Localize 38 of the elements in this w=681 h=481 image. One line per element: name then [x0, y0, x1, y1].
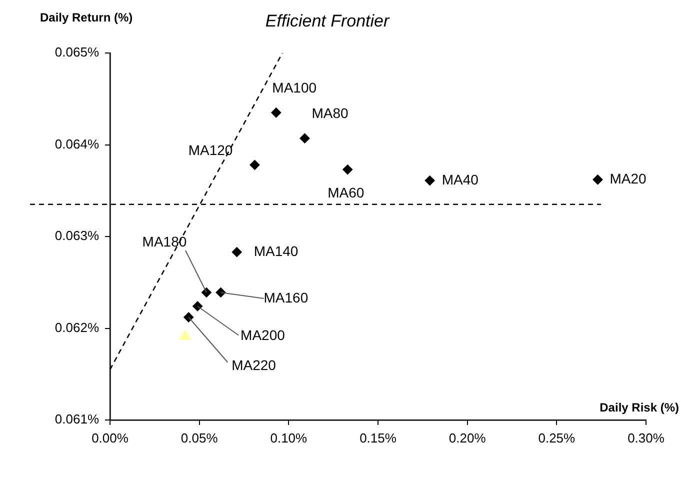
point — [201, 287, 212, 298]
point — [250, 160, 260, 170]
annotation: MA20 — [610, 170, 647, 186]
y-tick-label: 0.061% — [54, 412, 100, 427]
y-tick-label: 0.064% — [54, 136, 100, 152]
x-tick-label: 0.30% — [628, 430, 665, 446]
x-tick-label: 0.25% — [538, 430, 576, 446]
annotation: MA180 — [142, 233, 187, 250]
annotation: MA160 — [264, 289, 308, 306]
point — [192, 301, 203, 312]
x-tick-label: 0.20% — [448, 430, 486, 446]
x-tick-label: 0.00% — [92, 430, 129, 446]
point — [216, 287, 226, 298]
point — [424, 176, 435, 186]
y-tick-label: 0.065% — [54, 44, 100, 60]
x-tick-label: 0.05% — [180, 430, 218, 446]
x-tick-label: 0.10% — [270, 430, 308, 446]
annotation: MA120 — [188, 142, 233, 158]
annotation: MA40 — [442, 171, 479, 188]
point — [300, 133, 310, 144]
point — [232, 247, 242, 258]
annotation: MA220 — [232, 357, 276, 374]
x-axis-title: Daily Risk (%) — [600, 400, 680, 414]
annotation: MA200 — [240, 327, 286, 344]
y-tick-label: 0.063% — [54, 228, 100, 244]
point — [592, 174, 603, 185]
annotation: MA140 — [254, 242, 298, 259]
annotation: MA100 — [272, 79, 317, 96]
point — [184, 312, 194, 322]
annotation: MA80 — [312, 105, 349, 122]
series-label: Efficient Frontier — [265, 12, 391, 31]
x-tick-label: 0.15% — [360, 430, 397, 446]
point — [179, 330, 191, 340]
point — [271, 108, 282, 118]
annotation: MA60 — [328, 184, 364, 200]
point — [342, 164, 353, 175]
y-axis-title: Daily Return (%) — [40, 10, 133, 24]
y-tick-label: 0.062% — [54, 320, 100, 335]
